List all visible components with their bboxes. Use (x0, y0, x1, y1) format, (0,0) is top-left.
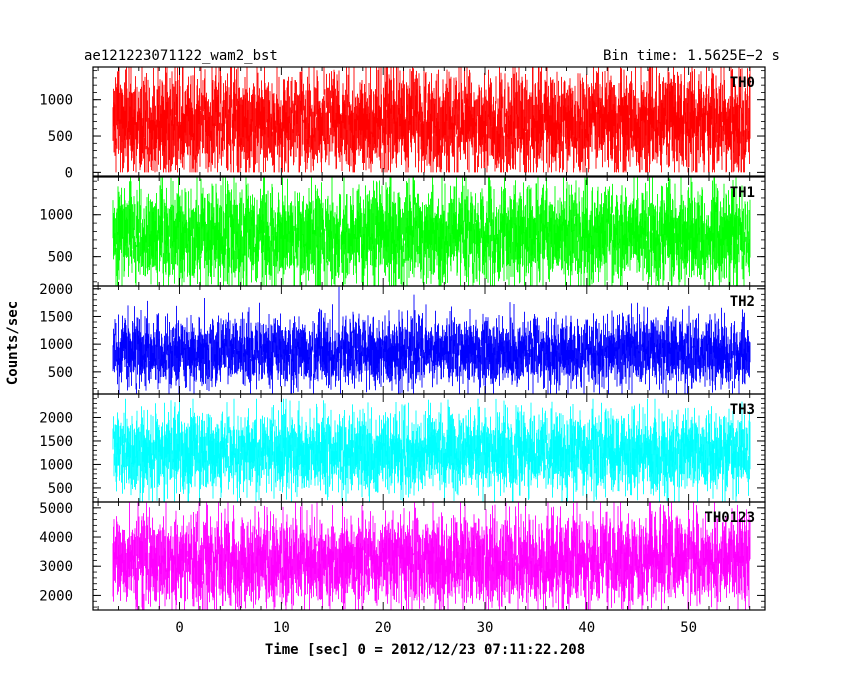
y-tick-label: 500 (48, 365, 73, 381)
y-tick-label: 1500 (39, 309, 73, 325)
observation-id-title: ae121223071122_wam2_bst (84, 48, 278, 64)
y-tick-label: 1000 (39, 93, 73, 109)
bin-time-label: Bin time: 1.5625E−2 s (603, 48, 780, 64)
series-th0 (112, 67, 751, 173)
y-tick-label: 3000 (39, 559, 73, 575)
y-tick-label: 1000 (39, 208, 73, 224)
panels-group: 05001000TH05001000TH1500100015002000TH25… (39, 66, 766, 611)
panel-name-label: TH3 (730, 402, 755, 418)
x-tick-label: 50 (680, 620, 697, 636)
y-tick-label: 2000 (39, 282, 73, 298)
x-tick-label: 30 (477, 620, 494, 636)
panel-th1: 500 1000 TH1 (39, 176, 766, 287)
y-tick-label: 0 (65, 165, 73, 181)
x-axis-title: Time [sec] 0 = 2012/12/23 07:11:22.208 (265, 642, 585, 658)
x-tick-label: 0 (175, 620, 183, 636)
panel-th3: 500 1000 1500 2000 TH3 (39, 393, 766, 503)
panel-th0123: 2000 3000 4000 5000 TH0123 (39, 501, 766, 611)
panel-name-label: TH2 (730, 294, 755, 310)
y-tick-label: 500 (48, 129, 73, 145)
y-tick-label: 5000 (39, 501, 73, 517)
panel-th2: 500 1000 1500 2000 TH2 (39, 282, 766, 395)
y-tick-label: 2000 (39, 410, 73, 426)
series-th3 (112, 398, 751, 502)
panel-th0: 0 500 1000 TH0 (39, 66, 766, 181)
y-tick-label: 2000 (39, 588, 73, 604)
series-th0123 (112, 502, 751, 610)
y-axis-title: Counts/sec (5, 301, 21, 385)
panel-name-label: TH0 (730, 75, 755, 91)
y-tick-label: 500 (48, 250, 73, 266)
x-tick-label: 10 (273, 620, 290, 636)
series-th2 (112, 286, 751, 394)
x-axis: 0 10 20 30 40 50 (175, 620, 697, 636)
panel-name-label: TH0123 (704, 510, 755, 526)
y-tick-label: 1500 (39, 434, 73, 450)
y-tick-label: 1000 (39, 337, 73, 353)
y-tick-label: 1000 (39, 457, 73, 473)
x-tick-label: 40 (578, 620, 595, 636)
x-tick-label: 20 (375, 620, 392, 636)
panel-name-label: TH1 (730, 185, 755, 201)
y-tick-label: 4000 (39, 530, 73, 546)
y-tick-label: 500 (48, 481, 73, 497)
panel-frame (92, 501, 766, 611)
series-th1 (112, 177, 751, 286)
